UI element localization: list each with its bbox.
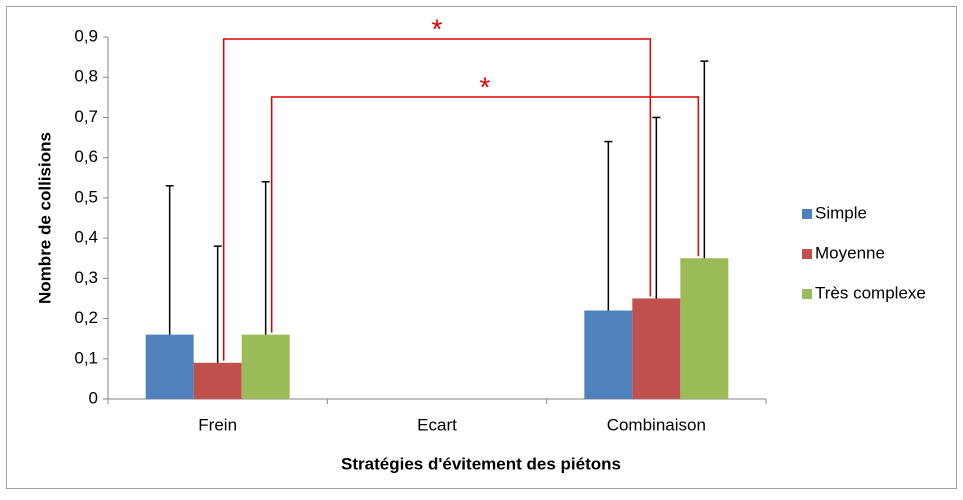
legend-swatch xyxy=(802,249,812,259)
significance-label: * xyxy=(480,71,491,102)
significance-label: * xyxy=(432,13,443,44)
x-axis-title: Stratégies d'évitement des piétons xyxy=(341,454,621,473)
x-tick-label: Ecart xyxy=(417,415,457,434)
bar xyxy=(241,334,290,399)
bar xyxy=(584,310,633,399)
legend-label: Moyenne xyxy=(815,243,885,262)
significance-bracket xyxy=(222,38,652,361)
y-axis-title: Nombre de collisions xyxy=(35,132,54,304)
y-tick-label: 0,8 xyxy=(74,67,98,86)
significance-bracket xyxy=(270,96,700,333)
bar xyxy=(680,258,729,399)
y-tick-label: 0,4 xyxy=(74,228,98,247)
bar xyxy=(193,362,242,399)
y-tick-label: 0,3 xyxy=(74,268,98,287)
legend-swatch xyxy=(802,289,812,299)
y-tick-label: 0,2 xyxy=(74,308,98,327)
x-tick-label: Combinaison xyxy=(607,415,706,434)
legend-label: Très complexe xyxy=(815,283,926,302)
y-tick-label: 0,6 xyxy=(74,147,98,166)
legend-swatch xyxy=(802,209,812,219)
y-tick-label: 0,9 xyxy=(74,26,98,45)
bar xyxy=(632,298,681,399)
y-tick-label: 0,7 xyxy=(74,107,98,126)
y-tick-label: 0,5 xyxy=(74,187,98,206)
y-tick-label: 0,1 xyxy=(74,348,98,367)
bar xyxy=(145,334,194,399)
chart-border xyxy=(6,6,957,489)
y-tick-label: 0 xyxy=(89,388,98,407)
legend-label: Simple xyxy=(815,203,867,222)
x-tick-label: Frein xyxy=(198,415,237,434)
